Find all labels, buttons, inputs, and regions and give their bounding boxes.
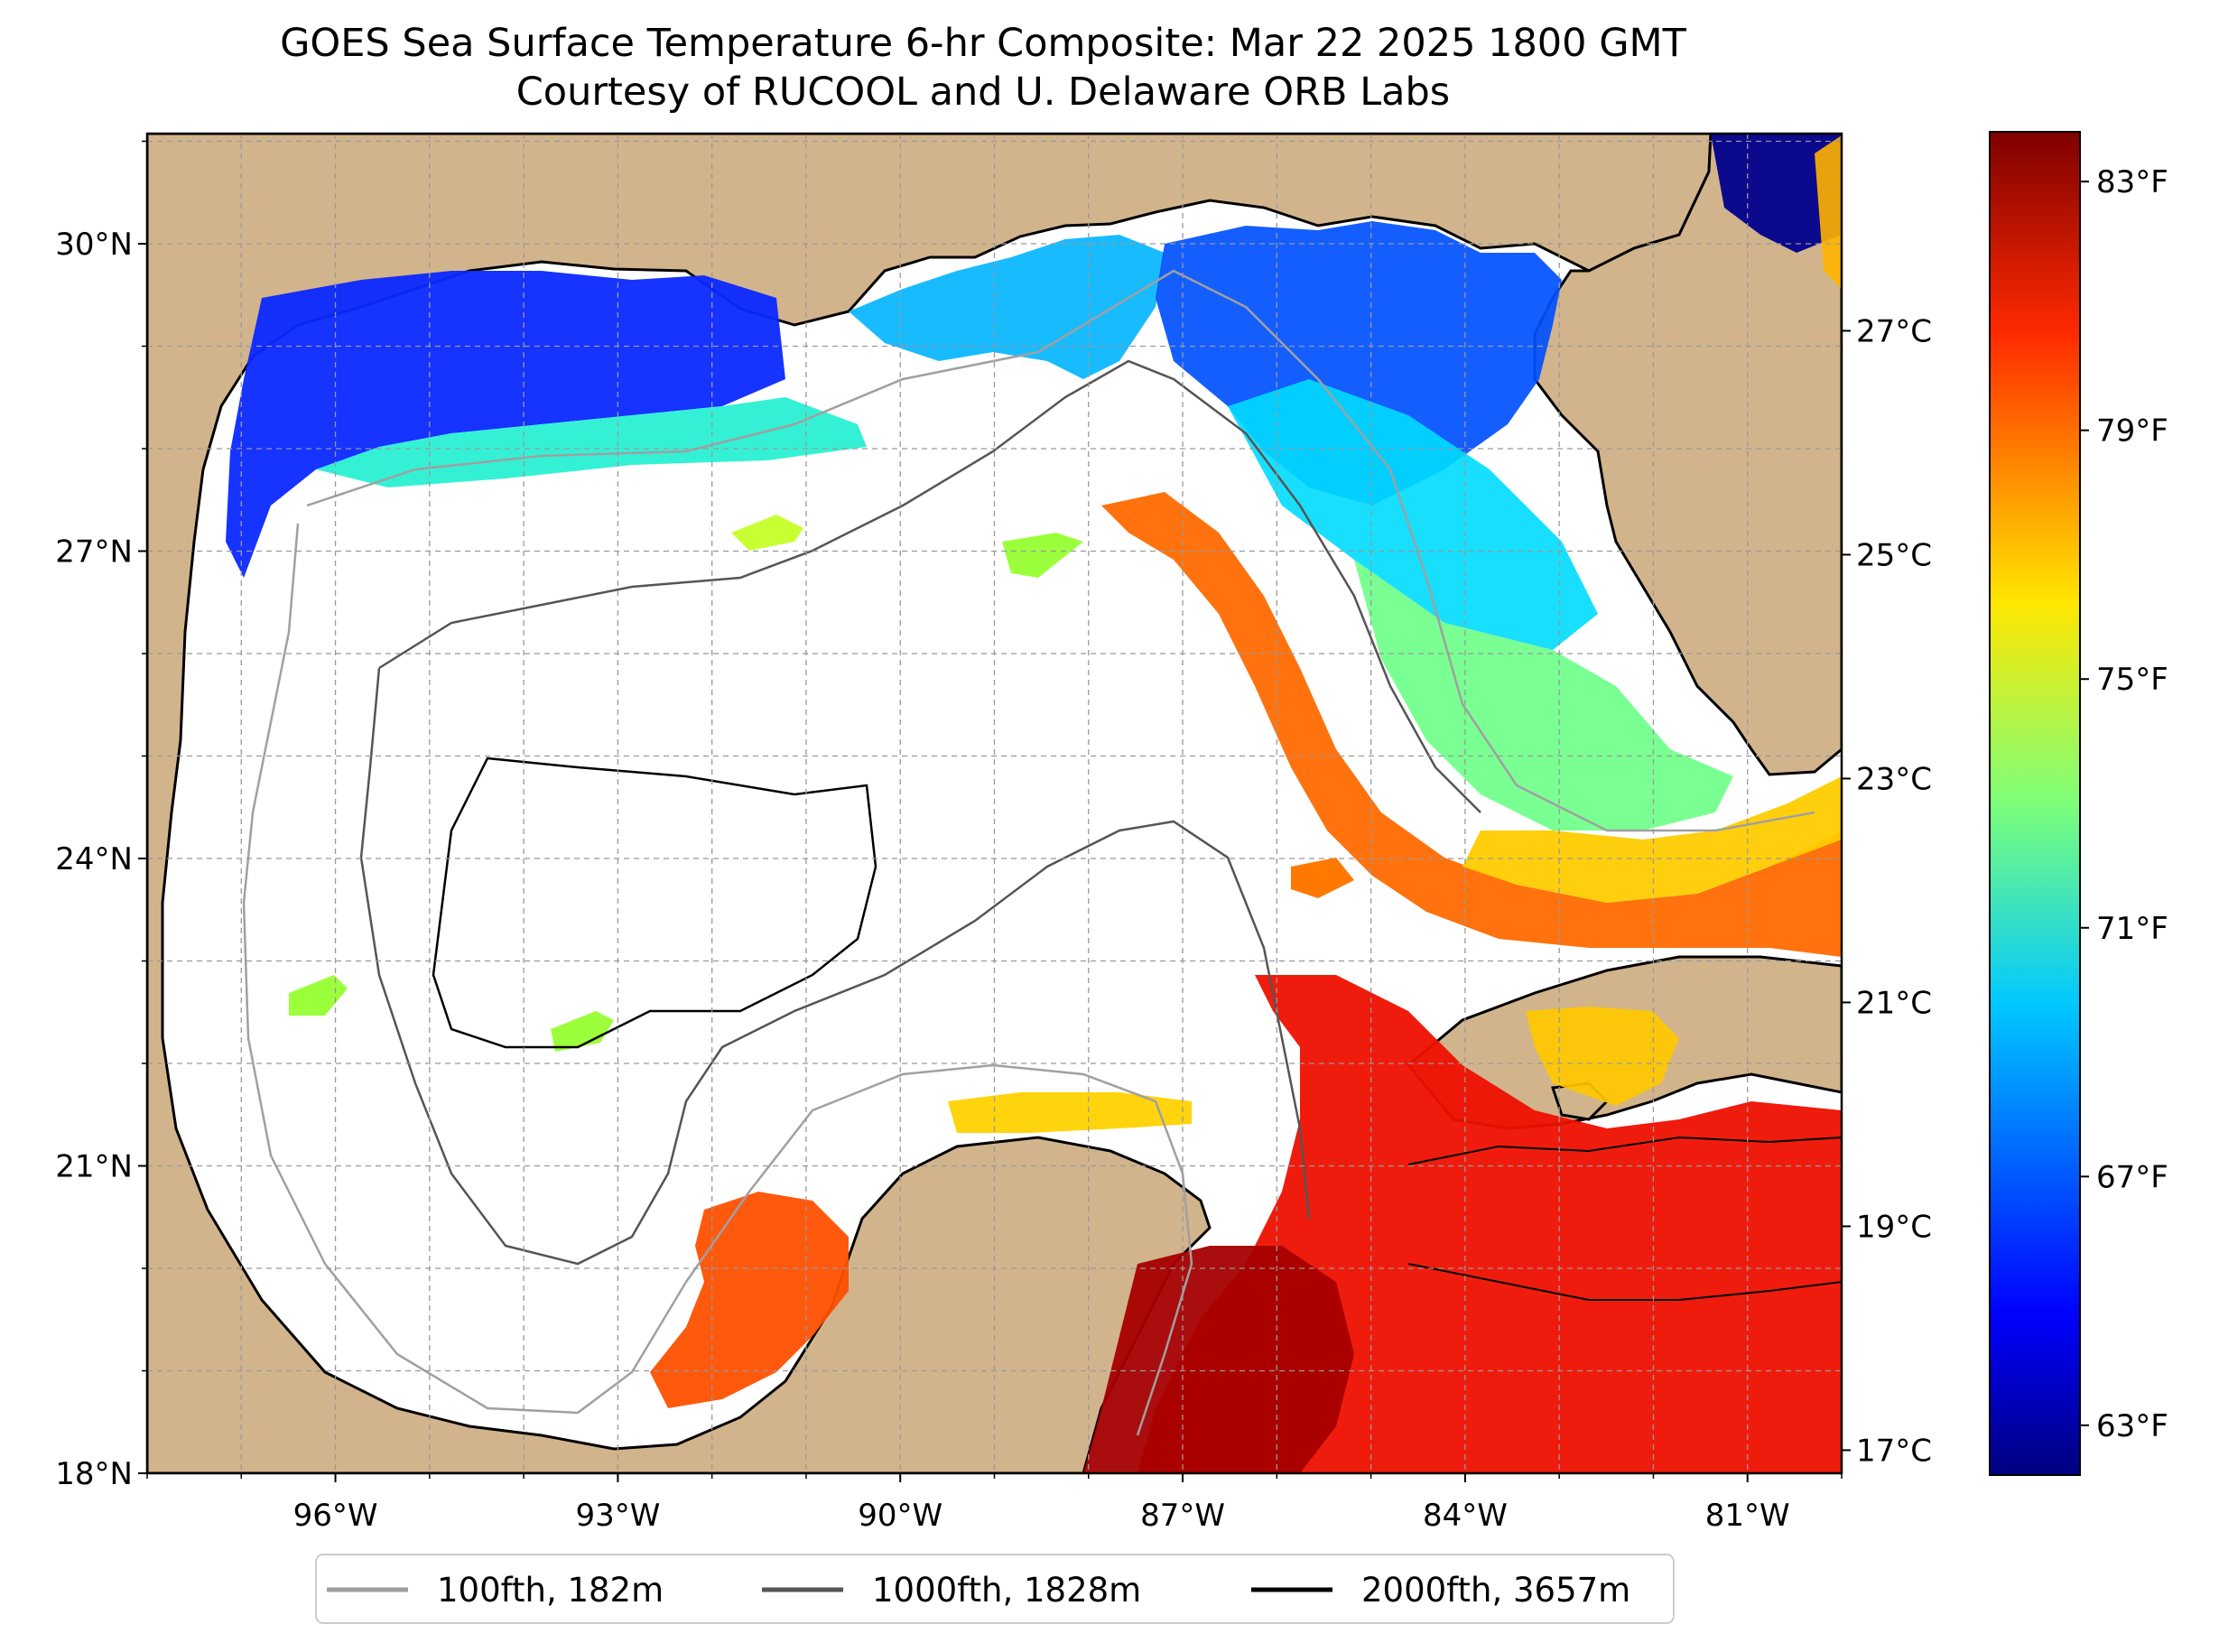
contour-100fth: [242, 269, 1815, 1436]
colorbar-fahrenheit-axis: 63°F 67°F 71°F 75°F 79°F 83°F: [2080, 164, 2168, 1444]
latitude-axis: 18°N 21°N 24°N 27°N 30°N: [55, 140, 147, 1492]
legend: 100fth, 182m 1000fth, 1828m 2000fth, 365…: [315, 1554, 1675, 1624]
sst-east-florida-deep-blue: [1711, 134, 1842, 253]
sst-mississippi-delta: [849, 235, 1165, 379]
sst-patch-green-3: [1002, 533, 1083, 578]
sst-campeche-yellow: [948, 1092, 1192, 1133]
colorbar-celsius-axis: 17°C 19°C 21°C 23°C 25°C 27°C: [1842, 313, 1932, 1469]
lat-tick-label: 27°N: [55, 534, 133, 571]
lat-tick-label: 21°N: [55, 1149, 133, 1185]
lat-tick-label: 24°N: [55, 841, 133, 877]
sst-florida-current-yellow: [1462, 776, 1842, 903]
sst-west-florida-mid: [1228, 379, 1598, 650]
lat-tick-label: 18°N: [55, 1456, 133, 1492]
land-florida: [1533, 134, 1842, 776]
colorbar-f-tick-label: 75°F: [2096, 662, 2168, 698]
lat-tick-label: 30°N: [55, 227, 133, 263]
colorbar-gradient: [1989, 131, 2081, 1476]
sst-patch-green-1: [551, 1011, 614, 1052]
contour-1000fth: [359, 359, 1481, 1266]
sst-cuba-north-yellow: [1526, 1007, 1679, 1106]
colorbar-c-tick-label: 19°C: [1856, 1209, 1932, 1245]
map-title: GOES Sea Surface Temperature 6-hr Compos…: [280, 21, 1686, 66]
longitude-axis: 96°W 93°W 90°W 87°W 84°W 81°W: [146, 1473, 1843, 1534]
sst-patch-yellow-green: [731, 515, 803, 551]
colorbar-f-tick-label: 83°F: [2096, 164, 2168, 200]
colorbar-c-tick-label: 27°C: [1856, 313, 1932, 349]
gridlines: [147, 134, 1842, 1473]
colorbar-f-tick-label: 71°F: [2096, 911, 2168, 947]
colorbar-c-tick-label: 25°C: [1856, 537, 1932, 573]
colorbar-f-tick-label: 67°F: [2096, 1159, 2168, 1195]
contour-2000fth: [432, 756, 877, 1049]
sst-loop-current-warm: [1101, 492, 1842, 957]
map-area: [147, 134, 1842, 1473]
sst-patch-orange-gulf: [1291, 858, 1354, 898]
map-subtitle: Courtesy of RUCOOL and U. Delaware ORB L…: [515, 70, 1451, 115]
legend-label-100fth: 100fth, 182m: [437, 1571, 664, 1610]
colorbar: 63°F 67°F 71°F 75°F 79°F 83°F 17°C 19°C 21°C 23°…: [1842, 131, 2168, 1476]
legend-label-1000fth: 1000fth, 1828m: [872, 1571, 1141, 1610]
lon-tick-label: 81°W: [1705, 1498, 1790, 1534]
sst-data: [226, 134, 1842, 1473]
sst-yucatan-east: [650, 1192, 849, 1408]
colorbar-f-tick-label: 79°F: [2096, 413, 2168, 450]
sst-atlantic-warm-stripe: [1815, 135, 1842, 289]
sst-texas-louisiana-shelf: [226, 271, 785, 578]
bathymetry-contours: [242, 269, 1842, 1436]
lon-tick-label: 87°W: [1140, 1498, 1225, 1534]
sst-patch-green-2: [289, 975, 348, 1016]
lon-tick-label: 96°W: [293, 1498, 378, 1534]
lon-tick-label: 93°W: [575, 1498, 660, 1534]
contour-2000fth-caribbean: [1407, 1136, 1842, 1301]
legend-box: [315, 1554, 1675, 1624]
sst-caribbean-darkred: [1083, 1246, 1354, 1473]
colorbar-c-tick-label: 21°C: [1856, 985, 1932, 1021]
colorbar-c-tick-label: 17°C: [1856, 1433, 1932, 1469]
lon-tick-label: 90°W: [858, 1498, 942, 1534]
colorbar-c-tick-label: 23°C: [1856, 761, 1932, 797]
colorbar-f-tick-label: 63°F: [2096, 1408, 2168, 1444]
sst-west-florida-south: [1354, 560, 1733, 831]
lon-tick-label: 84°W: [1423, 1498, 1508, 1534]
legend-label-2000fth: 2000fth, 3657m: [1361, 1571, 1630, 1610]
land-north-us-coast: [147, 134, 1713, 1473]
